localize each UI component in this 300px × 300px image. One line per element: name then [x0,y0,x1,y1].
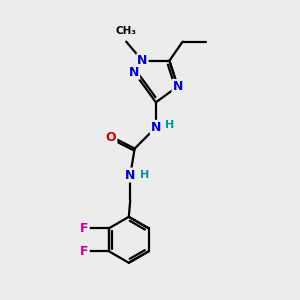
Text: O: O [106,131,116,144]
Text: N: N [125,169,136,182]
Text: H: H [140,170,149,180]
Text: H: H [165,120,175,130]
Text: N: N [137,54,148,67]
Text: F: F [80,222,89,235]
Text: N: N [151,121,161,134]
Text: F: F [80,245,89,258]
Text: N: N [129,66,139,79]
Text: N: N [172,80,183,93]
Text: CH₃: CH₃ [116,26,137,36]
